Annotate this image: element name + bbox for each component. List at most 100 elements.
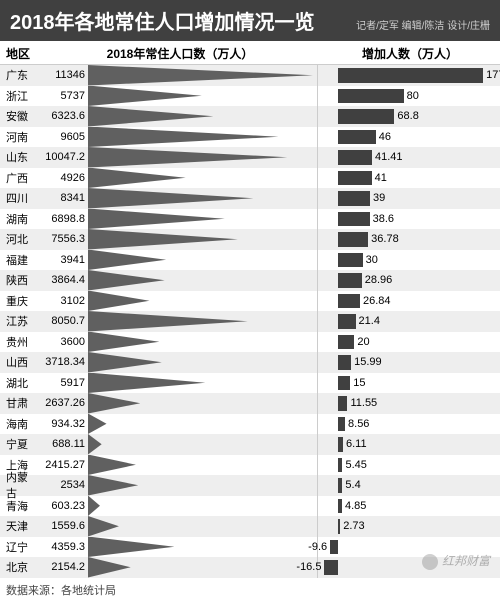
population-bar (88, 455, 136, 476)
population-value: 8050.7 (38, 315, 88, 327)
increase-bar (338, 232, 368, 247)
data-source: 数据来源：各地统计局 (0, 578, 500, 598)
increase-bar (338, 253, 363, 268)
table-row: 上海2415.275.45 (0, 455, 500, 476)
population-value: 7556.3 (38, 233, 88, 245)
population-bar (88, 332, 159, 353)
population-bar-cell (88, 127, 318, 148)
population-bar-cell (88, 332, 318, 353)
population-bar (88, 229, 238, 250)
population-value: 2154.2 (38, 561, 88, 573)
population-bar-cell (88, 209, 318, 230)
increase-bar (338, 396, 347, 411)
population-bar (88, 188, 253, 209)
region-label: 四川 (0, 190, 38, 206)
population-bar (88, 496, 100, 517)
increase-value: 41.41 (375, 149, 403, 165)
increase-bar (338, 68, 483, 83)
increase-bar (338, 376, 350, 391)
population-bar-cell (88, 496, 318, 517)
population-value: 2415.27 (38, 459, 88, 471)
population-bar (88, 557, 131, 578)
population-bar-cell (88, 250, 318, 271)
credits-line: 记者/定军 编辑/陈洁 设计/庄栅 (356, 17, 490, 32)
increase-bar (338, 458, 342, 473)
population-value: 9605 (38, 131, 88, 143)
increase-bar (338, 212, 370, 227)
increase-bar-cell: 21.4 (318, 311, 498, 332)
population-value: 934.32 (38, 418, 88, 430)
table-row: 甘肃2637.2611.55 (0, 393, 500, 414)
increase-value: 68.8 (397, 108, 418, 124)
increase-value: 21.4 (359, 313, 380, 329)
table-row: 重庆310226.84 (0, 291, 500, 312)
region-label: 重庆 (0, 293, 38, 309)
population-bar-cell (88, 270, 318, 291)
increase-bar-cell: 15.99 (318, 352, 498, 373)
increase-value: -9.6 (308, 539, 327, 555)
increase-bar-cell: 41 (318, 168, 498, 189)
population-bar-cell (88, 516, 318, 537)
region-label: 浙江 (0, 88, 38, 104)
col-region: 地区 (0, 45, 40, 62)
region-label: 湖北 (0, 375, 38, 391)
population-bar (88, 209, 225, 230)
population-bar (88, 86, 202, 107)
increase-bar-cell: 39 (318, 188, 498, 209)
region-label: 陕西 (0, 272, 38, 288)
population-bar-cell (88, 65, 318, 86)
increase-bar (338, 109, 394, 124)
table-row: 浙江573780 (0, 86, 500, 107)
population-value: 3864.4 (38, 274, 88, 286)
region-label: 海南 (0, 416, 38, 432)
column-headers: 地区 2018年常住人口数（万人） 增加人数（万人） (0, 41, 500, 65)
page-title: 2018年各地常住人口增加情况一览 (10, 6, 315, 35)
population-bar-cell (88, 168, 318, 189)
population-bar (88, 373, 205, 394)
watermark-logo-icon (422, 554, 438, 570)
increase-bar (338, 130, 376, 145)
population-bar-cell (88, 352, 318, 373)
table-row: 安徽6323.668.8 (0, 106, 500, 127)
population-bar (88, 65, 313, 86)
population-bar-cell (88, 106, 318, 127)
increase-bar (338, 417, 345, 432)
population-value: 3941 (38, 254, 88, 266)
population-value: 8341 (38, 192, 88, 204)
increase-value: 39 (373, 190, 385, 206)
population-bar (88, 393, 140, 414)
population-value: 3102 (38, 295, 88, 307)
population-bar-cell (88, 291, 318, 312)
col-increase: 增加人数（万人） (320, 45, 500, 62)
population-bar (88, 168, 186, 189)
population-bar-cell (88, 229, 318, 250)
increase-value: 46 (379, 129, 391, 145)
table-row: 内蒙古25345.4 (0, 475, 500, 496)
region-label: 辽宁 (0, 539, 38, 555)
population-bar-cell (88, 414, 318, 435)
population-value: 3600 (38, 336, 88, 348)
increase-bar (338, 273, 362, 288)
region-label: 青海 (0, 498, 38, 514)
population-value: 4359.3 (38, 541, 88, 553)
population-bar-cell (88, 455, 318, 476)
region-label: 山东 (0, 149, 38, 165)
population-bar (88, 352, 162, 373)
population-bar-cell (88, 147, 318, 168)
table-row: 福建394130 (0, 250, 500, 271)
population-value: 6323.6 (38, 110, 88, 122)
increase-value: 38.6 (373, 211, 394, 227)
population-bar (88, 414, 107, 435)
increase-value: 41 (375, 170, 387, 186)
increase-bar-cell: 68.8 (318, 106, 498, 127)
increase-bar-cell: 28.96 (318, 270, 498, 291)
table-row: 海南934.328.56 (0, 414, 500, 435)
watermark: 红邦财富 (422, 552, 490, 570)
increase-bar-cell: 11.55 (318, 393, 498, 414)
population-bar (88, 106, 213, 127)
population-bar-cell (88, 311, 318, 332)
increase-bar-cell: 4.85 (318, 496, 498, 517)
increase-value: 4.85 (345, 498, 366, 514)
population-value: 2534 (38, 479, 88, 491)
increase-value: 15.99 (354, 354, 382, 370)
